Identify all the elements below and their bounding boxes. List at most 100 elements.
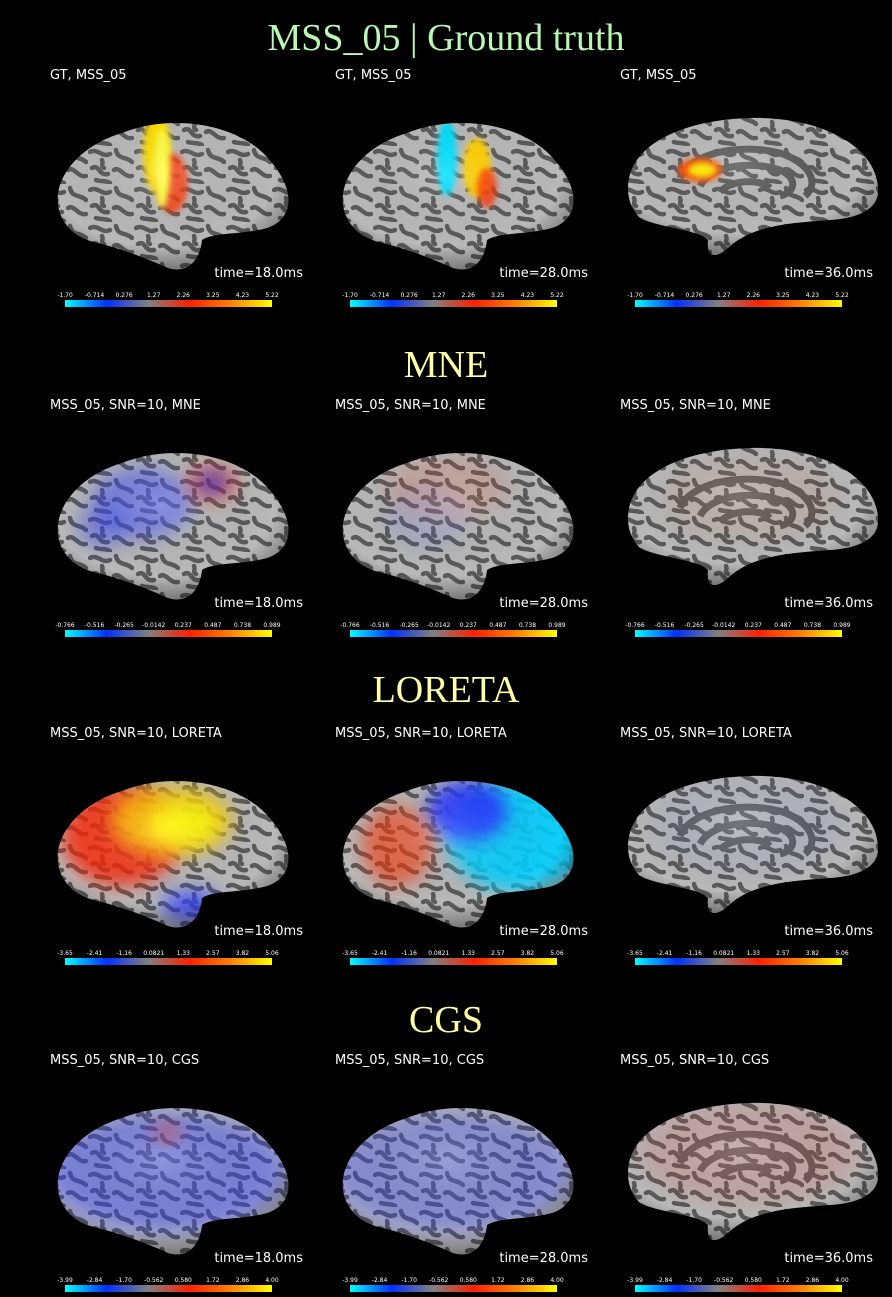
colorbar-tick: -0.766 <box>625 622 645 629</box>
colorbar-tick: -0.766 <box>340 622 360 629</box>
time-label: time=36.0ms <box>784 266 873 281</box>
colorbar-tick: 3.82 <box>521 950 535 957</box>
colorbar-tick: -1.70 <box>686 1277 702 1284</box>
activation <box>628 447 879 586</box>
brain <box>342 123 574 270</box>
time-label: time=18.0ms <box>214 924 303 939</box>
time-label: time=18.0ms <box>214 266 303 281</box>
brain-shading <box>57 453 289 600</box>
colorbar-tick: 0.580 <box>175 1277 192 1284</box>
panel: MSS_05, SNR=10, LORETA time=36.0ms -3.65 -2… <box>620 726 879 965</box>
colorbar <box>635 958 842 965</box>
colorbar-tick: -2.41 <box>657 950 673 957</box>
panel: GT, MSS_05 time=18.0ms -1.70 -0.714 0.276 1.2… <box>50 68 303 307</box>
panel: MSS_05, SNR=10, MNE time=28.0ms -0.766 -0.5… <box>335 398 588 637</box>
colorbar-tick: -1.70 <box>57 292 73 299</box>
colorbar-tick: 0.989 <box>548 622 565 629</box>
colorbar-tick: 1.27 <box>147 292 161 299</box>
activation <box>342 1108 574 1255</box>
colorbar-tick: -1.16 <box>686 950 702 957</box>
colorbar-tick: 0.276 <box>116 292 133 299</box>
activation <box>57 1108 289 1255</box>
colorbar-tick: 2.86 <box>806 1277 820 1284</box>
colorbar-tick: -0.265 <box>114 622 134 629</box>
panel: MSS_05, SNR=10, CGS time=28.0ms -3.99 -2.84… <box>335 1053 588 1292</box>
colorbar-tick: 5.06 <box>265 950 279 957</box>
colorbar-tick: 1.72 <box>491 1277 505 1284</box>
colorbar-tick: 4.23 <box>236 292 250 299</box>
time-label: time=28.0ms <box>499 1251 588 1266</box>
section-title: CGS <box>409 999 483 1041</box>
colorbar <box>65 958 272 965</box>
brain <box>342 453 574 600</box>
colorbar-tick: -0.766 <box>55 622 75 629</box>
colorbar-tick: 2.86 <box>521 1277 535 1284</box>
brain <box>342 781 574 928</box>
colorbar-tick: -1.70 <box>342 292 358 299</box>
panel: MSS_05, SNR=10, MNE time=36.0ms -0.766 -0.5… <box>620 398 879 637</box>
activation <box>342 453 574 600</box>
colorbar-tick: 0.487 <box>489 622 506 629</box>
colorbar <box>65 1285 272 1292</box>
colorbar-tick: 5.22 <box>265 292 279 299</box>
colorbar-tick: -3.65 <box>57 950 73 957</box>
panel: MSS_05, SNR=10, LORETA time=28.0ms -3.65 -2… <box>335 726 588 965</box>
colorbar-tick: -3.65 <box>627 950 643 957</box>
colorbar-tick: 0.276 <box>686 292 703 299</box>
colorbar-tick: 5.06 <box>550 950 564 957</box>
colorbar <box>350 958 557 965</box>
colorbar-tick: -2.84 <box>87 1277 103 1284</box>
section-title: LORETA <box>373 669 520 711</box>
activation <box>57 453 289 600</box>
colorbar-tick: -2.84 <box>372 1277 388 1284</box>
colorbar-tick: -0.562 <box>714 1277 734 1284</box>
colorbar-tick: 4.23 <box>806 292 820 299</box>
brain-shading <box>342 123 574 270</box>
colorbar <box>635 300 842 307</box>
colorbar-tick: 4.00 <box>550 1277 564 1284</box>
panel: MSS_05, SNR=10, MNE time=18.0ms -0.766 -0.5… <box>50 398 303 637</box>
panel-label: MSS_05, SNR=10, LORETA <box>620 726 792 741</box>
panel-label: MSS_05, SNR=10, LORETA <box>335 726 507 741</box>
brain-shading <box>628 1102 879 1241</box>
colorbar-tick: 0.738 <box>234 622 251 629</box>
colorbar-tick: 0.580 <box>460 1277 477 1284</box>
colorbar-tick: 3.25 <box>491 292 505 299</box>
brain <box>57 1108 289 1255</box>
brain-shading <box>342 781 574 928</box>
brain <box>342 1108 574 1255</box>
colorbar-tick: -2.41 <box>87 950 103 957</box>
brain <box>628 117 879 256</box>
colorbar-tick: 3.25 <box>206 292 220 299</box>
colorbar-tick: 0.738 <box>519 622 536 629</box>
panel: MSS_05, SNR=10, CGS time=36.0ms -3.99 -2.84… <box>620 1053 879 1292</box>
panel: MSS_05, SNR=10, CGS time=18.0ms -3.99 -2.84… <box>50 1053 303 1292</box>
colorbar-tick: 3.82 <box>806 950 820 957</box>
colorbar-tick: -0.0142 <box>712 622 735 629</box>
brain-shading <box>628 775 879 914</box>
colorbar-tick: 1.27 <box>432 292 446 299</box>
colorbar-tick: 5.22 <box>550 292 564 299</box>
colorbar-tick: 4.00 <box>835 1277 849 1284</box>
colorbar-tick: -0.0142 <box>142 622 165 629</box>
activation <box>57 123 289 270</box>
panel-label: MSS_05, SNR=10, CGS <box>335 1053 484 1068</box>
brain-shading <box>628 117 879 256</box>
colorbar-tick: 1.72 <box>206 1277 220 1284</box>
brain-shading <box>57 123 289 270</box>
panel: GT, MSS_05 time=28.0ms -1.70 -0.714 0.276 1.2… <box>335 68 588 307</box>
colorbar-tick: 2.57 <box>776 950 790 957</box>
colorbar-tick: 1.72 <box>776 1277 790 1284</box>
activation <box>57 781 289 928</box>
activation <box>628 1102 879 1241</box>
panel-label: MSS_05, SNR=10, LORETA <box>50 726 222 741</box>
time-label: time=36.0ms <box>784 596 873 611</box>
panel-label: MSS_05, SNR=10, MNE <box>335 398 486 413</box>
colorbar-tick: 1.33 <box>177 950 191 957</box>
time-label: time=28.0ms <box>499 266 588 281</box>
colorbar-tick: 4.00 <box>265 1277 279 1284</box>
colorbar-tick: 0.0821 <box>713 950 734 957</box>
colorbar-tick: 2.26 <box>177 292 191 299</box>
time-label: time=36.0ms <box>784 924 873 939</box>
